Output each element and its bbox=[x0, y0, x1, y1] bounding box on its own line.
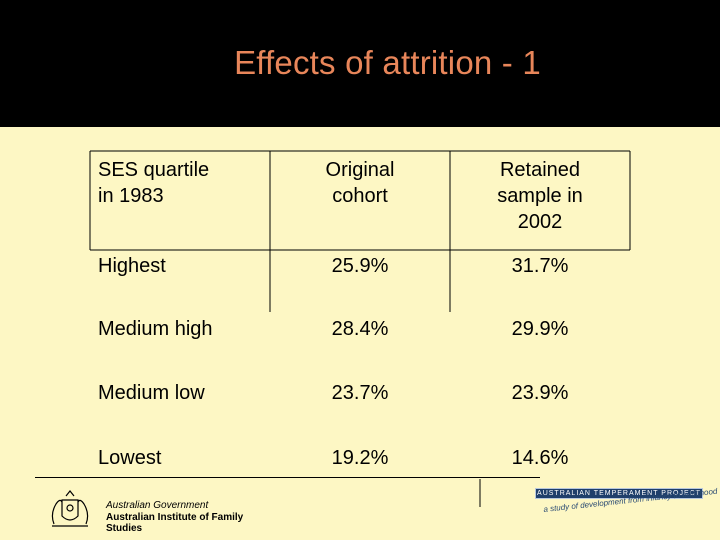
header-original-line2: cohort bbox=[332, 185, 388, 207]
row-medium-low-label: Medium low bbox=[98, 382, 205, 404]
header-retained-line2: sample in bbox=[497, 185, 583, 207]
header-original-line1: Original bbox=[325, 159, 395, 181]
atp-banner-text: AUSTRALIAN TEMPERAMENT PROJECT bbox=[537, 490, 701, 497]
atp-logo: AUSTRALIAN TEMPERAMENT PROJECT a study o… bbox=[535, 487, 718, 532]
header-ses-line2: in 1983 bbox=[98, 185, 164, 207]
atp-banner: AUSTRALIAN TEMPERAMENT PROJECT bbox=[535, 488, 703, 499]
row-highest-retained: 31.7% bbox=[511, 255, 569, 277]
row-medium-low-original: 23.7% bbox=[331, 382, 389, 404]
coat-of-arms-icon bbox=[51, 490, 89, 527]
gov-name: Australian Government bbox=[106, 500, 209, 511]
table-grid bbox=[89, 150, 631, 507]
header-retained-line1: Retained bbox=[499, 159, 581, 181]
row-lowest-label: Lowest bbox=[98, 447, 162, 469]
institute-name: Australian Institute of Family Studies bbox=[106, 512, 244, 534]
row-lowest-original: 19.2% bbox=[331, 447, 389, 469]
header-retained-line3: 2002 bbox=[517, 211, 563, 233]
footer-divider bbox=[35, 477, 540, 478]
row-medium-high-retained: 29.9% bbox=[511, 318, 569, 340]
aifs-logo: Australian Government Australian Institu… bbox=[40, 488, 280, 534]
row-highest-original: 25.9% bbox=[331, 255, 389, 277]
slide-title: Effects of attrition - 1 bbox=[234, 44, 541, 81]
row-highest-label: Highest bbox=[98, 255, 166, 277]
slide-header: Effects of attrition - 1 bbox=[0, 0, 720, 127]
slide-content: SES quartile in 1983 Original cohort Ret… bbox=[0, 127, 720, 540]
header-ses-line1: SES quartile bbox=[98, 159, 210, 181]
row-medium-high-original: 28.4% bbox=[331, 318, 389, 340]
header-ses-quartile: SES quartile in 1983 bbox=[98, 157, 258, 209]
row-medium-high-label: Medium high bbox=[98, 318, 213, 340]
row-medium-low-retained: 23.9% bbox=[511, 382, 569, 404]
header-original-cohort: Original cohort bbox=[275, 157, 445, 209]
header-retained-sample: Retained sample in 2002 bbox=[455, 157, 625, 235]
row-lowest-retained: 14.6% bbox=[511, 447, 569, 469]
